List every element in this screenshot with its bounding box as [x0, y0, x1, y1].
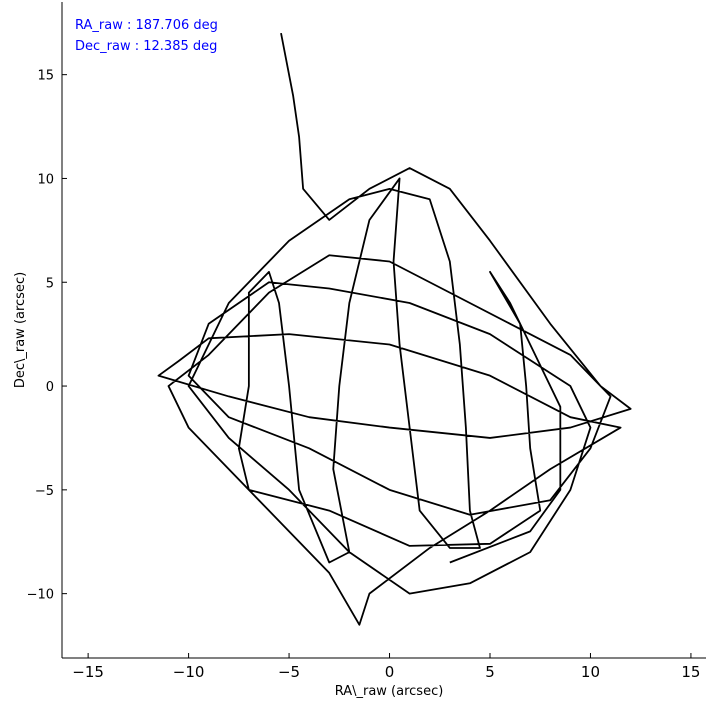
x-tick-label: −5: [278, 663, 300, 681]
x-tick-label: 0: [385, 663, 395, 681]
y-tick-label: −10: [27, 588, 54, 603]
annotation: RA_raw : 187.706 deg: [75, 18, 218, 33]
y-axis-label: Dec\_raw (arcsec): [13, 272, 28, 388]
y-tick-label: 10: [37, 172, 54, 187]
y-tick-label: 15: [37, 69, 54, 84]
x-tick-label: −10: [173, 663, 205, 681]
data-line: [157, 32, 632, 626]
x-tick-label: −15: [72, 663, 104, 681]
x-tick-label: 5: [485, 663, 495, 681]
annotation: Dec_raw : 12.385 deg: [75, 39, 217, 54]
y-tick-label: −5: [35, 484, 54, 499]
x-tick-label: 15: [681, 663, 700, 681]
y-tick-label: 5: [46, 276, 54, 291]
x-axis-label: RA\_raw (arcsec): [335, 684, 444, 699]
x-tick-label: 10: [581, 663, 600, 681]
y-tick-label: 0: [46, 380, 54, 395]
